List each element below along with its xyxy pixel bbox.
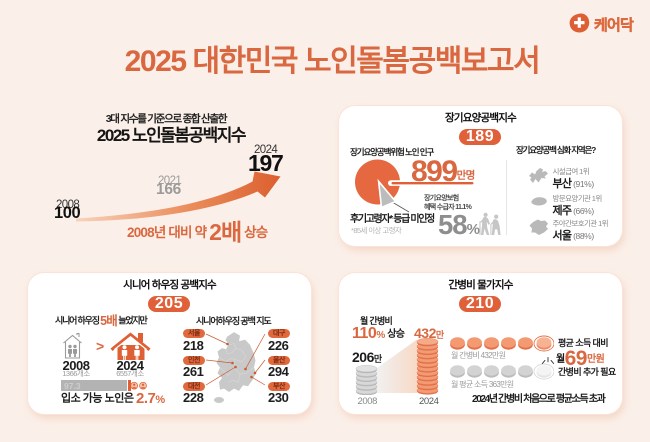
svg-text:>: > — [96, 338, 104, 354]
